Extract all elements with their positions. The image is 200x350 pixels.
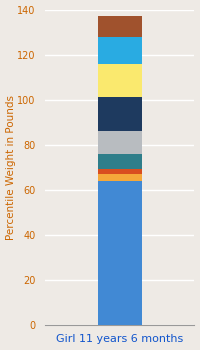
Bar — [98, 174, 142, 181]
Bar — [98, 181, 142, 325]
Bar — [98, 154, 142, 169]
Bar — [98, 64, 142, 97]
Bar — [98, 16, 142, 36]
Bar — [98, 131, 142, 154]
Bar — [98, 97, 142, 131]
Bar — [98, 169, 142, 174]
Y-axis label: Percentile Weight in Pounds: Percentile Weight in Pounds — [6, 94, 16, 240]
Bar — [98, 36, 142, 64]
